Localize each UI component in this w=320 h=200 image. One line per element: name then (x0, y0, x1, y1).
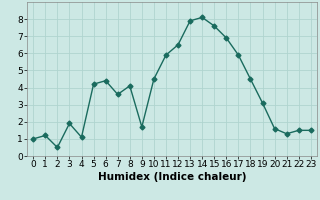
X-axis label: Humidex (Indice chaleur): Humidex (Indice chaleur) (98, 172, 246, 182)
